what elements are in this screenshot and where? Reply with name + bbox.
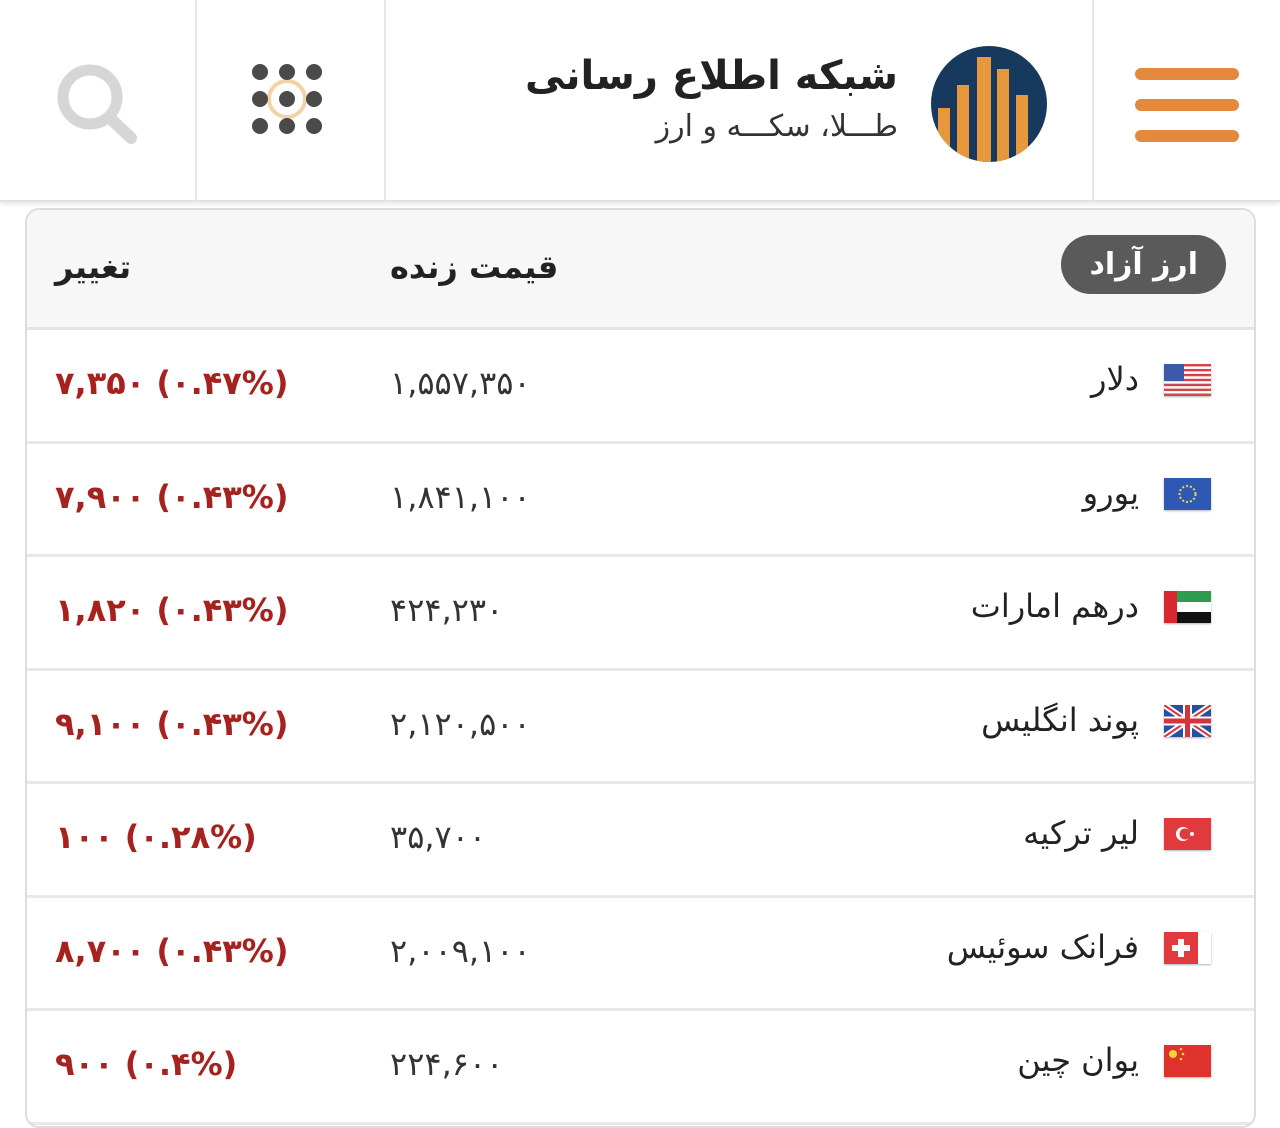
- site-title: شبکه اطلاع رسانی: [525, 53, 898, 99]
- live-price: ۲,۰۰۹,۱۰۰: [390, 931, 531, 970]
- currency-name: فرانک سوئیس: [946, 927, 1139, 966]
- divider: [195, 0, 197, 202]
- table-row[interactable]: دلار ۱,۵۵۷,۳۵۰ ۷,۳۵۰ (۰.۴۷%): [27, 330, 1254, 444]
- ae-flag-icon: [1164, 591, 1211, 623]
- live-price: ۳۵,۷۰۰: [390, 818, 487, 856]
- tr-flag-icon: [1164, 818, 1211, 850]
- table-row[interactable]: لیر ترکیه ۳۵,۷۰۰ ۱۰۰ (۰.۲۸%): [27, 784, 1254, 898]
- live-price: ۱,۸۴۱,۱۰۰: [390, 477, 531, 516]
- table-row[interactable]: فرانک سوئیس ۲,۰۰۹,۱۰۰ ۸,۷۰۰ (۰.۴۳%): [27, 898, 1254, 1011]
- currency-name: یوان چین: [1017, 1041, 1139, 1079]
- free-currency-tab[interactable]: ارز آزاد: [1061, 235, 1226, 294]
- gb-flag-icon: [1162, 702, 1213, 739]
- currency-table: ارز آزاد قیمت زنده تغییر دلار ۱,۵۵۷,۳۵۰ …: [25, 208, 1256, 1128]
- ch-flag-icon: [1164, 931, 1211, 964]
- search-icon[interactable]: [55, 62, 140, 147]
- divider: [384, 0, 386, 202]
- currency-name: یورو: [1082, 473, 1139, 512]
- live-price: ۲۲۴,۶۰۰: [390, 1045, 504, 1083]
- price-change: ۱,۸۲۰ (۰.۴۳%): [55, 591, 289, 629]
- eu-flag-icon: [1164, 477, 1211, 510]
- live-price: ۴۲۴,۲۳۰: [390, 591, 504, 629]
- currency-name: لیر ترکیه: [1023, 814, 1139, 852]
- site-subtitle: طـــلا، سکـــه و ارز: [655, 109, 898, 144]
- hamburger-menu-icon[interactable]: [1135, 68, 1239, 161]
- divider: [1092, 0, 1094, 202]
- table-row[interactable]: یوان چین ۲۲۴,۶۰۰ ۹۰۰ (۰.۴%): [27, 1011, 1254, 1125]
- table-row[interactable]: یورو ۱,۸۴۱,۱۰۰ ۷,۹۰۰ (۰.۴۳%): [27, 444, 1254, 557]
- live-price: ۱,۵۵۷,۳۵۰: [390, 364, 531, 402]
- column-header-price: قیمت زنده: [390, 248, 559, 286]
- column-header-change: تغییر: [55, 248, 132, 286]
- table-row[interactable]: پوند انگلیس ۲,۱۲۰,۵۰۰ ۹,۱۰۰ (۰.۴۳%): [27, 671, 1254, 784]
- price-change: ۷,۳۵۰ (۰.۴۷%): [55, 364, 289, 402]
- price-change: ۹۰۰ (۰.۴%): [55, 1045, 238, 1083]
- currency-name: درهم امارات: [970, 587, 1139, 625]
- top-header: شبکه اطلاع رسانی طـــلا، سکـــه و ارز: [0, 0, 1280, 202]
- price-change: ۱۰۰ (۰.۲۸%): [55, 818, 257, 856]
- currency-name: دلار: [1091, 360, 1139, 398]
- price-change: ۹,۱۰۰ (۰.۴۳%): [55, 704, 289, 743]
- table-header: ارز آزاد قیمت زنده تغییر: [27, 210, 1254, 330]
- logo-icon[interactable]: [930, 45, 1048, 163]
- price-change: ۸,۷۰۰ (۰.۴۳%): [55, 931, 289, 970]
- live-price: ۲,۱۲۰,۵۰۰: [390, 704, 531, 743]
- us-flag-icon: [1164, 364, 1211, 396]
- price-change: ۷,۹۰۰ (۰.۴۳%): [55, 477, 289, 516]
- table-row[interactable]: درهم امارات ۴۲۴,۲۳۰ ۱,۸۲۰ (۰.۴۳%): [27, 557, 1254, 671]
- currency-name: پوند انگلیس: [981, 700, 1139, 739]
- cn-flag-icon: [1164, 1045, 1211, 1077]
- apps-grid-icon[interactable]: [250, 62, 324, 136]
- site-brand[interactable]: شبکه اطلاع رسانی طـــلا، سکـــه و ارز: [525, 50, 898, 152]
